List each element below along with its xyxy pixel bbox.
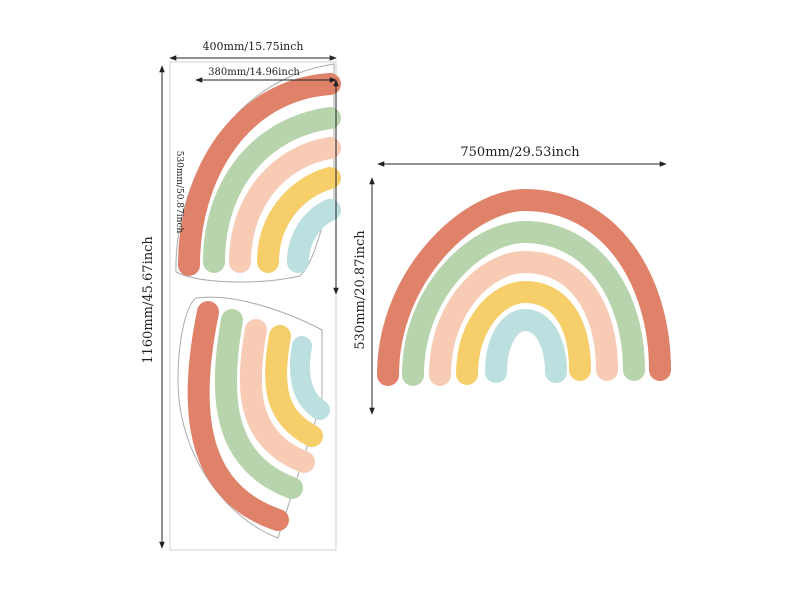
bottom-piece-cutline xyxy=(177,296,323,539)
sheet-height-label: 1160mm/45.67inch xyxy=(141,236,156,364)
bottom-band-5 xyxy=(290,336,330,420)
top-band-3 xyxy=(229,137,341,273)
top-band-4 xyxy=(257,167,341,273)
top-decal-piece xyxy=(175,63,341,283)
decal-width-label: 380mm/14.96inch xyxy=(208,67,300,78)
sheet-width-label: 400mm/15.75inch xyxy=(203,40,304,53)
bottom-band-2 xyxy=(214,309,303,499)
rainbow-band-5 xyxy=(485,308,567,383)
rainbow-band-4 xyxy=(456,280,591,385)
sticker-sheet xyxy=(169,61,337,551)
rainbow-band-1 xyxy=(377,188,671,386)
bottom-band-1 xyxy=(187,301,289,531)
top-band-5 xyxy=(287,199,341,273)
decal-height-label: 530mm/50.87inch xyxy=(174,151,184,234)
top-band-1 xyxy=(178,73,341,276)
assembled-rainbow xyxy=(377,188,671,386)
rainbow-band-2 xyxy=(402,220,645,386)
bottom-band-3 xyxy=(239,319,315,473)
top-band-2 xyxy=(203,107,341,273)
bottom-decal-piece xyxy=(177,296,330,539)
rainbow-width-label: 750mm/29.53inch xyxy=(460,145,580,160)
rainbow-band-3 xyxy=(429,250,618,386)
rainbow-height-label: 530mm/20.87inch xyxy=(353,230,368,350)
bottom-band-4 xyxy=(265,325,323,447)
